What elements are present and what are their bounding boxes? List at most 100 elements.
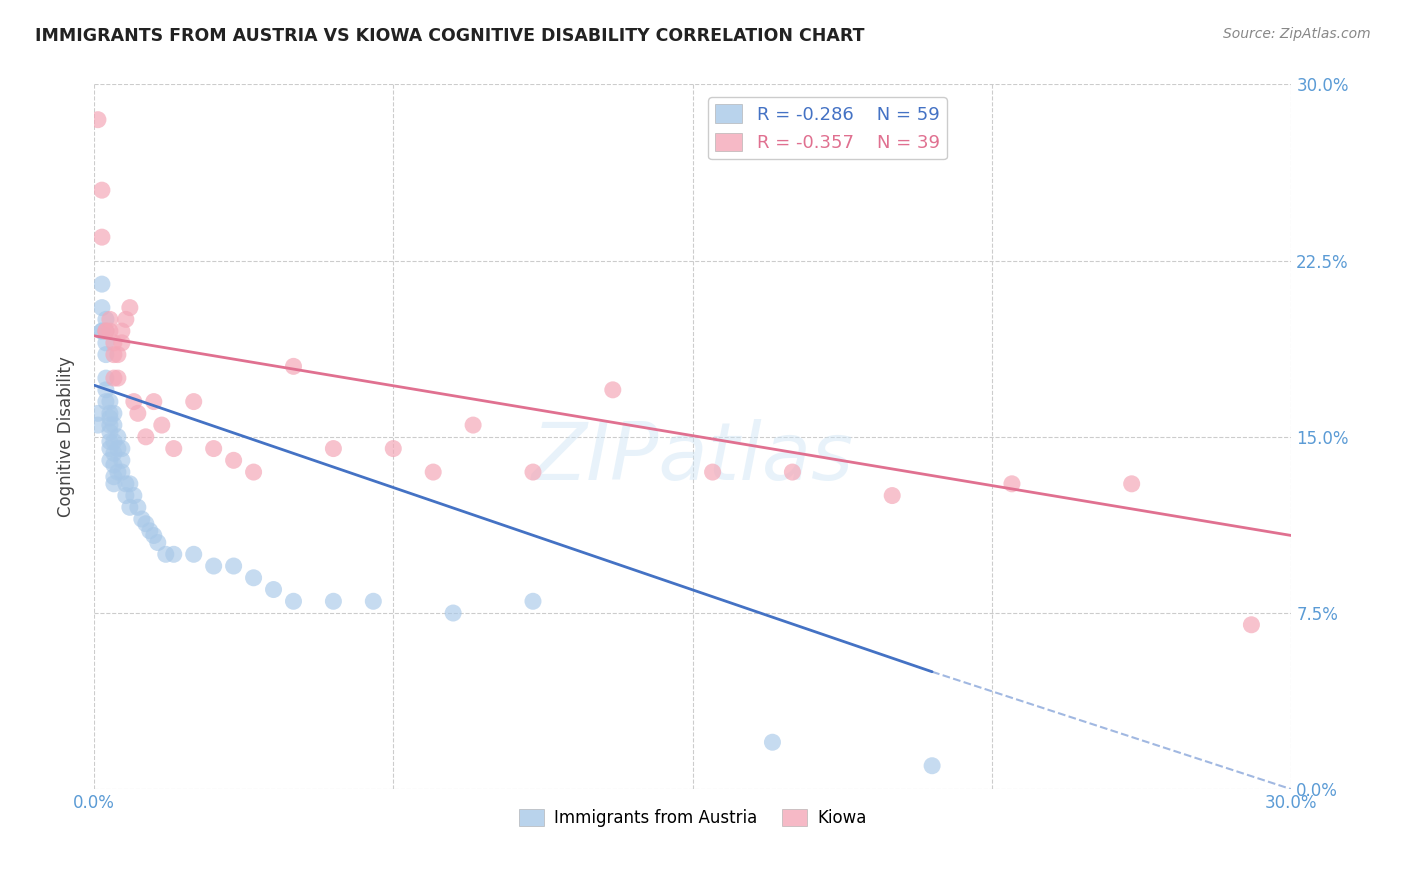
Point xyxy=(222,453,245,467)
Point xyxy=(98,411,121,425)
Point xyxy=(98,406,121,420)
Point xyxy=(882,489,904,503)
Point xyxy=(921,758,943,772)
Point xyxy=(441,606,464,620)
Text: ZIPatlas: ZIPatlas xyxy=(531,419,853,497)
Point xyxy=(98,434,121,449)
Point xyxy=(98,418,121,433)
Point xyxy=(103,458,125,472)
Point xyxy=(183,394,205,409)
Point xyxy=(283,359,305,374)
Point xyxy=(107,430,129,444)
Point xyxy=(90,301,112,315)
Point xyxy=(90,183,112,197)
Point xyxy=(522,594,544,608)
Point xyxy=(1121,476,1143,491)
Point xyxy=(107,348,129,362)
Point xyxy=(98,453,121,467)
Text: Source: ZipAtlas.com: Source: ZipAtlas.com xyxy=(1223,27,1371,41)
Point xyxy=(142,394,165,409)
Point xyxy=(202,442,225,456)
Point xyxy=(242,465,264,479)
Point xyxy=(202,559,225,574)
Text: IMMIGRANTS FROM AUSTRIA VS KIOWA COGNITIVE DISABILITY CORRELATION CHART: IMMIGRANTS FROM AUSTRIA VS KIOWA COGNITI… xyxy=(35,27,865,45)
Point xyxy=(98,312,121,326)
Point xyxy=(322,594,344,608)
Point xyxy=(94,371,117,385)
Point xyxy=(87,112,110,127)
Point xyxy=(103,434,125,449)
Point xyxy=(461,418,484,433)
Point xyxy=(103,335,125,350)
Point xyxy=(107,442,129,456)
Point xyxy=(115,476,138,491)
Point xyxy=(135,430,157,444)
Point xyxy=(103,418,125,433)
Point xyxy=(94,394,117,409)
Point xyxy=(87,418,110,433)
Legend: Immigrants from Austria, Kiowa: Immigrants from Austria, Kiowa xyxy=(512,802,873,834)
Point xyxy=(142,528,165,542)
Point xyxy=(363,594,385,608)
Point xyxy=(90,230,112,244)
Point xyxy=(90,324,112,338)
Point xyxy=(103,406,125,420)
Point xyxy=(87,406,110,420)
Point xyxy=(118,500,141,515)
Point xyxy=(163,442,186,456)
Point xyxy=(263,582,285,597)
Point xyxy=(111,324,134,338)
Y-axis label: Cognitive Disability: Cognitive Disability xyxy=(58,357,75,517)
Point xyxy=(94,312,117,326)
Point xyxy=(122,489,145,503)
Point xyxy=(98,324,121,338)
Point xyxy=(103,371,125,385)
Point xyxy=(111,453,134,467)
Point xyxy=(139,524,162,538)
Point xyxy=(127,500,149,515)
Point xyxy=(115,489,138,503)
Point xyxy=(702,465,724,479)
Point xyxy=(103,446,125,460)
Point xyxy=(111,442,134,456)
Point xyxy=(602,383,624,397)
Point xyxy=(98,425,121,439)
Point xyxy=(103,476,125,491)
Point xyxy=(155,547,177,561)
Point xyxy=(127,406,149,420)
Point xyxy=(94,324,117,338)
Point xyxy=(146,535,169,549)
Point xyxy=(422,465,444,479)
Point xyxy=(90,277,112,292)
Point xyxy=(103,348,125,362)
Point xyxy=(94,324,117,338)
Point xyxy=(150,418,173,433)
Point xyxy=(163,547,186,561)
Point xyxy=(782,465,804,479)
Point xyxy=(115,312,138,326)
Point xyxy=(103,469,125,483)
Point xyxy=(118,476,141,491)
Point xyxy=(222,559,245,574)
Point xyxy=(122,394,145,409)
Point xyxy=(94,335,117,350)
Point xyxy=(107,465,129,479)
Point xyxy=(94,348,117,362)
Point xyxy=(118,301,141,315)
Point xyxy=(322,442,344,456)
Point xyxy=(183,547,205,561)
Point xyxy=(94,383,117,397)
Point xyxy=(107,371,129,385)
Point xyxy=(283,594,305,608)
Point xyxy=(131,512,153,526)
Point xyxy=(111,335,134,350)
Point xyxy=(98,442,121,456)
Point xyxy=(382,442,405,456)
Point xyxy=(90,324,112,338)
Point xyxy=(111,465,134,479)
Point xyxy=(522,465,544,479)
Point xyxy=(94,324,117,338)
Point xyxy=(761,735,783,749)
Point xyxy=(1240,617,1263,632)
Point xyxy=(1001,476,1024,491)
